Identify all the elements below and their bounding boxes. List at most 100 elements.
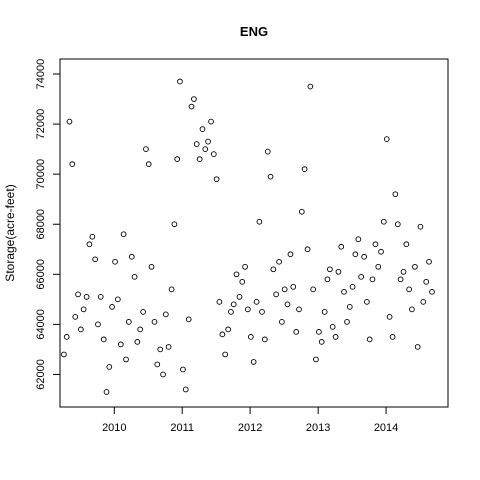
data-point — [378, 248, 384, 255]
data-points — [61, 78, 435, 395]
data-point — [414, 344, 421, 350]
data-point — [403, 241, 410, 248]
data-point — [162, 311, 169, 318]
data-point — [412, 263, 418, 270]
data-point — [310, 286, 316, 293]
data-point — [273, 291, 279, 298]
data-point — [83, 293, 90, 300]
data-point — [417, 223, 424, 230]
data-point — [264, 148, 271, 155]
y-axis-title: Storage(acre-feet) — [3, 184, 17, 281]
data-point — [75, 291, 81, 298]
data-point — [316, 329, 322, 335]
data-point — [236, 293, 243, 300]
data-point — [375, 263, 382, 270]
data-point — [279, 319, 285, 325]
data-point — [369, 276, 376, 283]
data-point — [349, 283, 356, 290]
data-point — [318, 339, 325, 345]
data-point — [100, 336, 107, 343]
data-point — [239, 278, 246, 285]
data-point — [389, 334, 396, 340]
data-point — [250, 359, 257, 365]
data-point — [304, 246, 311, 253]
data-point — [171, 221, 178, 228]
data-point — [128, 253, 135, 260]
data-point — [125, 319, 132, 325]
x-tick-label: 2014 — [374, 422, 398, 434]
data-point — [148, 263, 155, 270]
data-point — [208, 118, 214, 125]
y-tick-label: 62000 — [35, 359, 47, 390]
data-point — [361, 253, 367, 260]
data-point — [225, 326, 231, 333]
data-point — [233, 271, 240, 278]
data-point — [106, 364, 113, 370]
y-tick-label: 72000 — [35, 109, 47, 140]
y-tick-label: 68000 — [35, 209, 47, 240]
data-point — [109, 304, 115, 310]
data-point — [157, 346, 164, 353]
data-point — [242, 263, 248, 270]
data-point — [372, 241, 379, 248]
data-point — [95, 321, 101, 328]
data-point — [261, 336, 268, 343]
data-point — [423, 278, 430, 285]
data-point — [61, 351, 67, 358]
data-point — [193, 141, 200, 147]
data-point — [426, 258, 432, 265]
data-point — [230, 301, 237, 308]
data-point — [397, 276, 404, 283]
data-point — [120, 231, 127, 238]
data-point — [409, 306, 415, 313]
data-point — [97, 293, 104, 300]
y-axis: 62000 64000 66000 68000 70000 72000 74000 — [35, 59, 61, 390]
data-point — [245, 306, 251, 313]
data-point — [406, 286, 412, 293]
data-point — [392, 191, 399, 198]
data-point — [216, 298, 223, 305]
data-point — [332, 334, 339, 340]
data-point — [134, 339, 141, 345]
data-point — [174, 156, 181, 162]
data-point — [210, 151, 217, 157]
data-point — [182, 386, 189, 393]
data-point — [168, 286, 175, 293]
data-point — [80, 306, 87, 313]
data-point — [228, 309, 234, 315]
data-point — [386, 314, 393, 320]
data-point — [160, 371, 166, 378]
data-point — [196, 156, 203, 162]
data-point — [383, 136, 390, 142]
data-point — [313, 356, 319, 363]
data-point — [284, 301, 291, 308]
data-point — [324, 276, 331, 283]
data-point — [123, 356, 129, 363]
data-point — [321, 309, 328, 315]
data-point — [222, 351, 229, 358]
data-point — [247, 334, 254, 340]
y-tick-label: 74000 — [35, 59, 47, 90]
data-point — [341, 288, 347, 295]
data-point — [131, 273, 138, 280]
data-point — [86, 241, 93, 248]
data-point — [202, 146, 209, 152]
data-point — [293, 329, 300, 335]
x-tick-label: 2012 — [238, 422, 262, 434]
data-point — [329, 324, 336, 330]
data-point — [380, 218, 387, 225]
data-point — [281, 286, 288, 293]
x-tick-label: 2010 — [102, 422, 126, 434]
data-point — [112, 258, 118, 265]
data-point — [338, 243, 345, 250]
data-point — [69, 161, 76, 168]
x-axis: 2010 2011 2012 2013 2014 — [102, 406, 398, 434]
data-point — [199, 126, 206, 132]
data-point — [366, 336, 373, 343]
data-point — [165, 344, 172, 350]
data-point — [213, 176, 220, 183]
data-point — [301, 166, 308, 173]
y-tick-label: 66000 — [35, 259, 47, 290]
data-point — [154, 361, 161, 368]
